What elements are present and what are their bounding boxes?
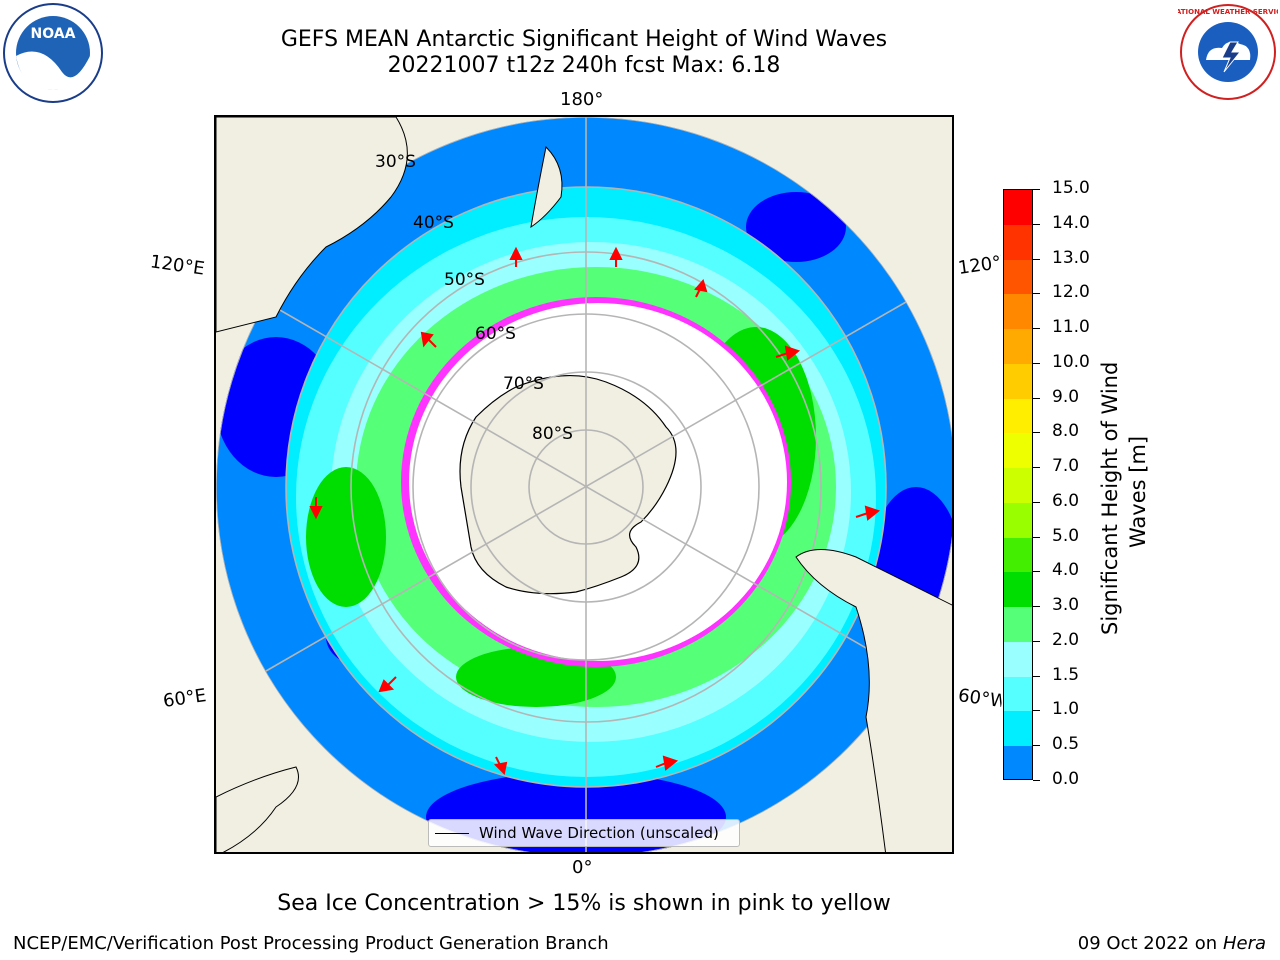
colorbar-segment	[1004, 572, 1032, 607]
colorbar-segment	[1004, 363, 1032, 399]
colorbar-tick-label: 1.5	[1052, 664, 1080, 685]
map-legend: Wind Wave Direction (unscaled)	[428, 819, 740, 847]
colorbar-label-line2: Waves [m]	[1126, 435, 1150, 548]
lat-label-50: 50°S	[444, 270, 485, 290]
svg-text:NATIONAL WEATHER SERVICE: NATIONAL WEATHER SERVICE	[1178, 8, 1278, 16]
colorbar-label-line1: Significant Height of Wind	[1098, 361, 1122, 635]
footer-date: 09 Oct 2022 on Hera	[1077, 933, 1266, 954]
colorbar-segment	[1004, 711, 1032, 746]
colorbar-tick-label: 9.0	[1052, 386, 1080, 407]
colorbar-segment	[1004, 641, 1032, 677]
nws-logo: NATIONAL WEATHER SERVICE	[1178, 4, 1278, 100]
colorbar-tick-label: 4.0	[1052, 560, 1080, 581]
lat-label-80: 80°S	[532, 424, 573, 444]
legend-text: Wind Wave Direction (unscaled)	[479, 824, 719, 842]
lon-label-upper-right: 120°W	[956, 252, 1004, 279]
colorbar-tickmark	[1033, 189, 1040, 190]
colorbar-tick-label: 0.5	[1052, 734, 1080, 755]
colorbar-tickmark	[1033, 328, 1040, 330]
antarctica-land	[459, 375, 677, 595]
footer-credit: NCEP/EMC/Verification Post Processing Pr…	[13, 933, 609, 954]
colorbar-tickmark	[1033, 362, 1040, 364]
colorbar-tick-label: 11.0	[1052, 317, 1090, 338]
colorbar-tickmark	[1033, 467, 1040, 469]
colorbar-tickmark	[1033, 780, 1040, 781]
colorbar-segment	[1004, 329, 1032, 364]
colorbar-tick-label: 5.0	[1052, 525, 1080, 546]
sea-ice-note: Sea Ice Concentration > 15% is shown in …	[277, 891, 891, 916]
australia-land	[216, 117, 408, 333]
colorbar-tickmark	[1033, 745, 1040, 747]
lon-label-bottom: 0°	[572, 857, 593, 878]
colorbar-tickmark	[1033, 501, 1040, 503]
colorbar-tickmark	[1033, 640, 1040, 642]
colorbar-tickmark	[1033, 397, 1040, 399]
colorbar-label: Significant Height of Wind Waves [m]	[1098, 320, 1158, 640]
africa-land	[216, 766, 299, 852]
colorbar-tick-label: 6.0	[1052, 490, 1080, 511]
colorbar-tick-label: 7.0	[1052, 456, 1080, 477]
colorbar-segment	[1004, 607, 1032, 642]
colorbar-segment	[1004, 537, 1032, 573]
noaa-logo: NOAA	[3, 3, 103, 103]
lon-label-lower-left: 60°E	[161, 685, 208, 712]
colorbar-segment	[1004, 294, 1032, 329]
colorbar	[1003, 189, 1033, 780]
colorbar-tickmark	[1033, 606, 1040, 608]
colorbar-tickmark	[1033, 432, 1040, 434]
lat-label-40: 40°S	[413, 213, 454, 233]
colorbar-tickmark	[1033, 571, 1040, 573]
colorbar-segment	[1004, 398, 1032, 434]
lat-label-30: 30°S	[375, 152, 416, 172]
colorbar-tick-label: 8.0	[1052, 421, 1080, 442]
colorbar-segment	[1004, 190, 1032, 225]
lon-label-top: 180°	[560, 89, 604, 110]
colorbar-segment	[1004, 502, 1032, 538]
lon-label-lower-right: 60°W	[956, 685, 1004, 712]
map-canvas	[216, 117, 952, 852]
colorbar-tickmark	[1033, 258, 1040, 260]
svg-text:NOAA: NOAA	[31, 26, 76, 42]
colorbar-segment	[1004, 224, 1032, 260]
colorbar-tickmark	[1033, 223, 1040, 225]
colorbar-tick-label: 14.0	[1052, 212, 1090, 233]
colorbar-segment	[1004, 468, 1032, 503]
colorbar-tick-label: 13.0	[1052, 247, 1090, 268]
new-zealand-land	[530, 145, 563, 229]
map-subtitle: 20221007 t12z 240h fcst Max: 6.18	[387, 53, 781, 78]
colorbar-segment	[1004, 676, 1032, 712]
wave-direction-arrows	[309, 246, 881, 776]
colorbar-tick-label: 1.0	[1052, 699, 1080, 720]
colorbar-tick-label: 2.0	[1052, 629, 1080, 650]
map-title: GEFS MEAN Antarctic Significant Height o…	[280, 27, 888, 52]
colorbar-tickmark	[1033, 675, 1040, 677]
colorbar-tickmark	[1033, 293, 1040, 295]
colorbar-tick-label: 15.0	[1052, 178, 1090, 198]
colorbar-tick-label: 12.0	[1052, 282, 1090, 303]
colorbar-segment	[1004, 433, 1032, 468]
colorbar-tickmark	[1033, 710, 1040, 712]
colorbar-tick-label: 0.0	[1052, 769, 1080, 789]
lat-label-70: 70°S	[503, 374, 544, 394]
polar-map: Wind Wave Direction (unscaled)	[214, 115, 954, 854]
colorbar-segment	[1004, 746, 1032, 779]
colorbar-tickmark	[1033, 536, 1040, 538]
colorbar-segment	[1004, 259, 1032, 295]
colorbar-tick-label: 10.0	[1052, 351, 1090, 372]
south-america-land	[795, 549, 952, 852]
lon-label-upper-left: 120°E	[148, 251, 206, 280]
legend-line-icon	[435, 832, 469, 834]
lat-label-60: 60°S	[475, 324, 516, 344]
colorbar-tick-label: 3.0	[1052, 595, 1080, 616]
